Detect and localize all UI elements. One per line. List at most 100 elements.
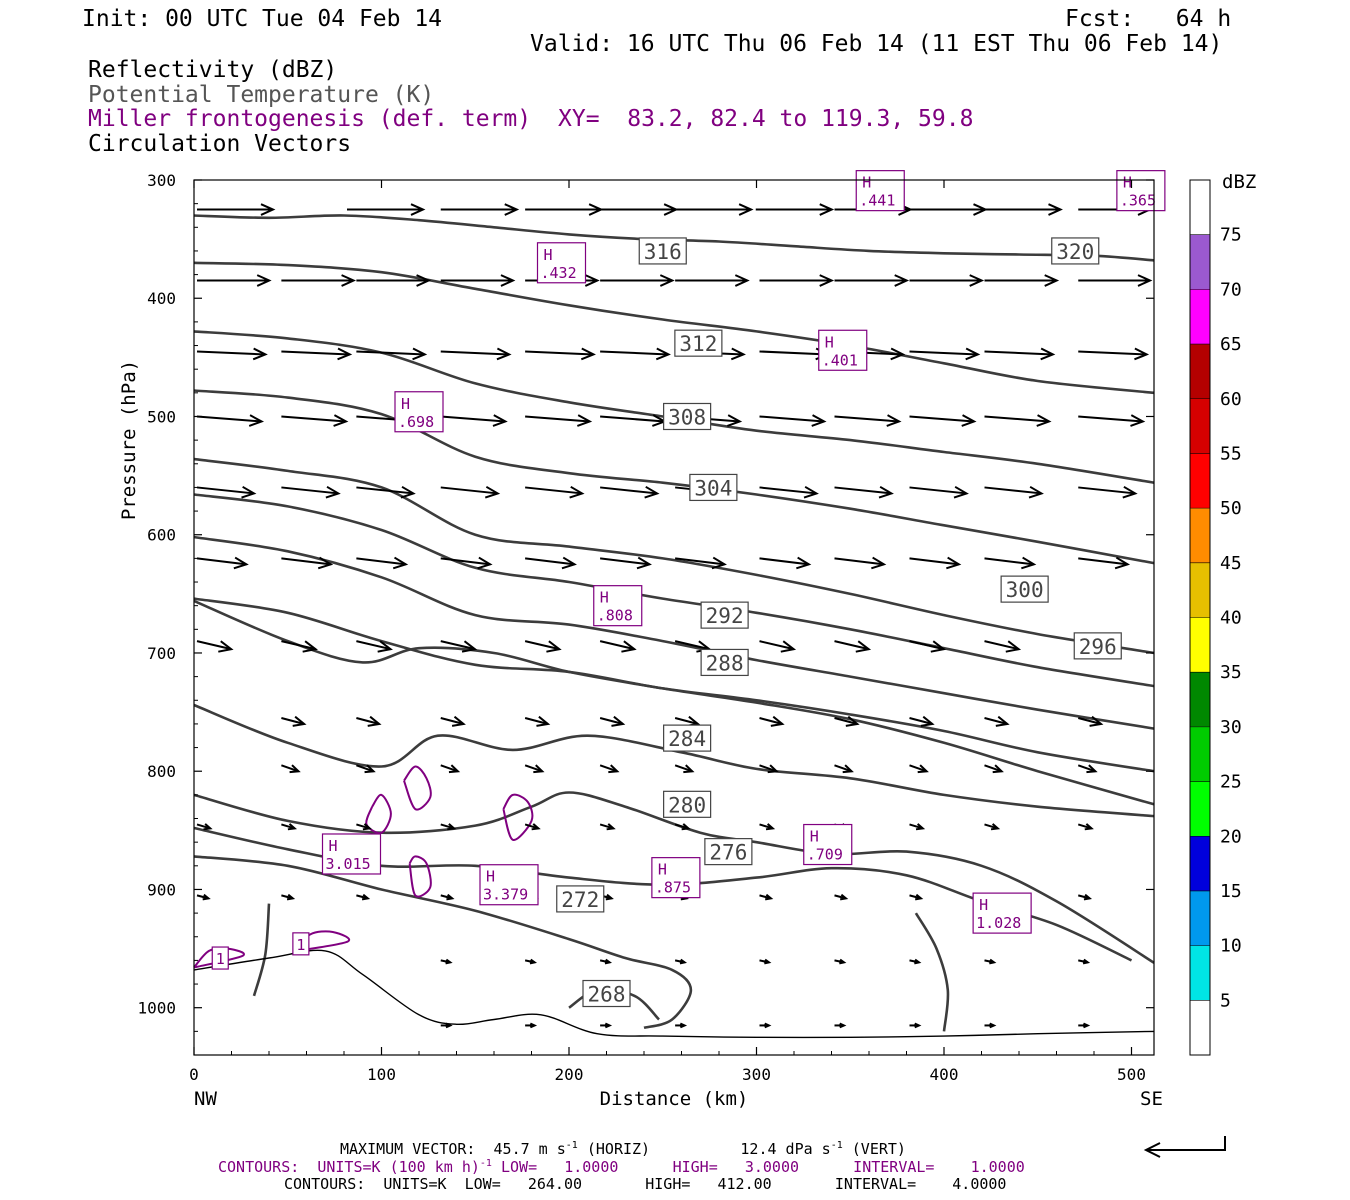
vector-head (533, 764, 545, 774)
colorbar-swatch-3 (1190, 836, 1210, 891)
vector-4-10 (984, 485, 1044, 499)
high-marker-9: H (810, 828, 819, 846)
vector-head (241, 485, 257, 499)
vector-3-5 (600, 414, 668, 427)
vector-head (529, 958, 538, 965)
vector-shaft (1078, 557, 1128, 566)
theta-contour-272 (193, 855, 693, 1030)
vector-4-2 (356, 485, 416, 499)
theta-label-box-304 (689, 473, 738, 502)
theta-contour-segment-1 (914, 912, 950, 1032)
vector-12-1 (525, 1022, 538, 1029)
vector-shaft (984, 486, 1042, 495)
colorbar-label-5: 5 (1220, 990, 1231, 1011)
vector-head (400, 485, 416, 499)
vector-9-0 (196, 823, 213, 831)
vector-7-10 (1077, 715, 1104, 727)
vector-head (337, 347, 353, 361)
vector-head (765, 823, 776, 831)
vector-shaft (281, 486, 339, 495)
theta-label-box-284 (663, 724, 712, 752)
vector-head (492, 414, 508, 427)
vector-0-0 (197, 203, 276, 216)
high-box-5 (593, 585, 643, 627)
vector-shaft (759, 557, 810, 566)
vector-10-2 (356, 893, 371, 901)
vector-11-7 (984, 958, 997, 965)
theta-label-316: 316 (644, 240, 682, 264)
vector-head (302, 640, 318, 653)
vector-head (292, 715, 307, 727)
theta-label-box-292 (700, 601, 749, 629)
vector-3-1 (281, 414, 349, 427)
vector-9-4 (524, 823, 541, 831)
vector-head (961, 414, 977, 427)
vector-head (1036, 414, 1052, 427)
vector-12-2 (600, 1022, 613, 1029)
theta-label-box-268 (582, 979, 631, 1008)
colorbar-label-50: 50 (1220, 498, 1242, 519)
vector-shaft (281, 557, 331, 566)
theta-contour-284 (193, 703, 1155, 818)
vector-1-7 (759, 274, 835, 287)
vector-head (727, 414, 743, 427)
colorbar-label-75: 75 (1220, 225, 1242, 246)
vector-shaft (674, 717, 699, 725)
vector-head (367, 715, 382, 727)
vector-shaft (599, 640, 635, 651)
vector-shaft (440, 350, 510, 356)
vector-9-6 (674, 823, 691, 831)
theta-label-box-280 (663, 790, 712, 818)
vector-10-9 (909, 893, 924, 901)
vector-8-2 (440, 764, 461, 774)
vector-head (500, 274, 516, 287)
theta-label-300: 300 (1006, 578, 1044, 602)
vector-head (1005, 640, 1022, 653)
colorbar-swatch-4 (1190, 781, 1210, 837)
max-vector-vert-tag: (VERT) (851, 1140, 906, 1158)
vector-head (496, 347, 512, 361)
vector-head (1122, 485, 1138, 499)
vector-10-0 (196, 893, 211, 901)
field-theta: Potential Temperature (K) (88, 82, 435, 108)
colorbar-swatch-8 (1190, 562, 1210, 618)
vector-shaft (600, 557, 650, 566)
vector-head (1089, 715, 1104, 727)
high-marker-8: H (658, 861, 667, 879)
vector-5-4 (525, 556, 577, 570)
field-reflectivity: Reflectivity (dBZ) (88, 57, 338, 83)
colorbar-swatch-1 (1190, 945, 1210, 1001)
vector-9-9 (909, 823, 926, 831)
colorbar-swatch-15 (1190, 180, 1210, 235)
vector-shaft (281, 717, 305, 725)
vector-3-7 (759, 414, 827, 427)
vector-shaft (834, 415, 900, 423)
vector-head (412, 347, 428, 361)
vector-head (780, 640, 797, 653)
vector-head (839, 958, 847, 965)
vector-7-2 (440, 715, 466, 727)
fronto-label-box-0 (211, 946, 229, 970)
vector-head (679, 958, 688, 965)
vector-shaft (196, 415, 262, 423)
vector-head (914, 958, 922, 965)
vector-5-5 (600, 556, 652, 570)
vector-shaft (759, 486, 817, 495)
vector-shaft (1078, 486, 1136, 495)
x-tick-label: 400 (930, 1065, 959, 1084)
vector-4-8 (834, 485, 894, 499)
vector-7-4 (599, 715, 626, 727)
vector-7-0 (281, 715, 307, 727)
vector-shaft (524, 640, 560, 651)
colorbar-swatch-11 (1190, 398, 1210, 454)
vector-head (914, 1022, 922, 1029)
theta-label-284: 284 (668, 727, 706, 751)
colorbar-label-20: 20 (1220, 826, 1242, 847)
vector-head (855, 640, 872, 653)
vector-6-7 (759, 640, 797, 653)
vector-head (920, 715, 935, 727)
vector-shaft (834, 640, 869, 651)
vector-5-8 (834, 556, 887, 570)
vector-head (445, 958, 453, 965)
vector-shaft (834, 486, 892, 495)
